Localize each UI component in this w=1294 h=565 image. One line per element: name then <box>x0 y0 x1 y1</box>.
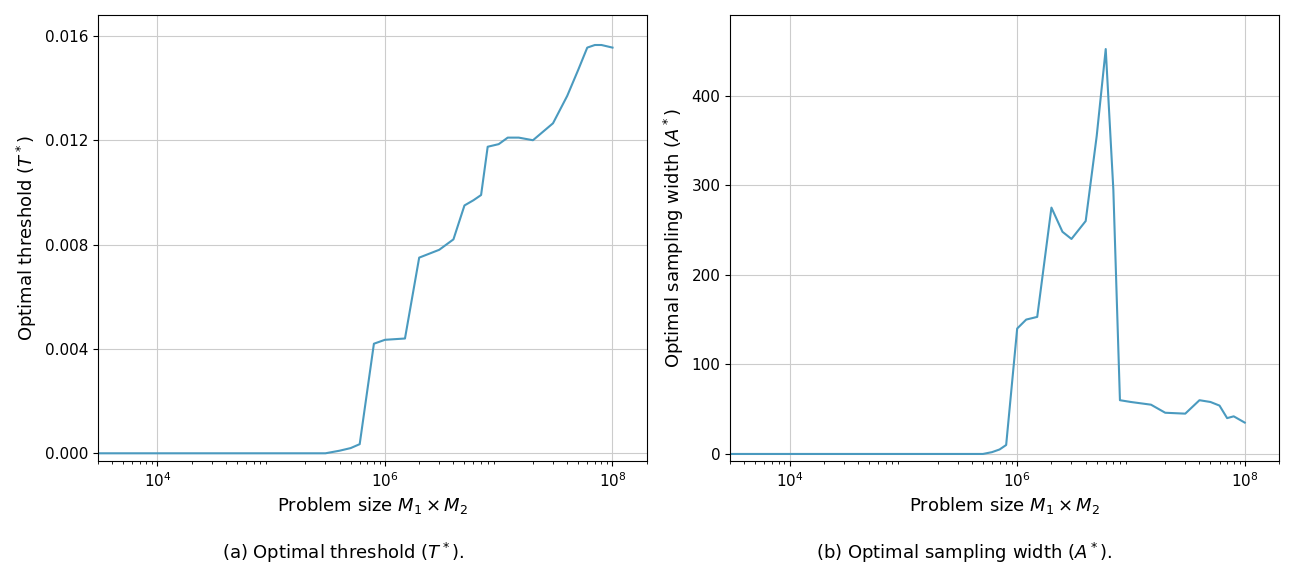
Text: (b) Optimal sampling width ($A^*$).: (b) Optimal sampling width ($A^*$). <box>815 541 1113 565</box>
X-axis label: Problem size $M_1 \times M_2$: Problem size $M_1 \times M_2$ <box>277 495 468 516</box>
Text: (a) Optimal threshold ($T^*$).: (a) Optimal threshold ($T^*$). <box>221 541 465 565</box>
Y-axis label: Optimal threshold ($T^*$): Optimal threshold ($T^*$) <box>16 135 39 341</box>
Y-axis label: Optimal sampling width ($A^*$): Optimal sampling width ($A^*$) <box>661 108 686 368</box>
X-axis label: Problem size $M_1 \times M_2$: Problem size $M_1 \times M_2$ <box>908 495 1100 516</box>
